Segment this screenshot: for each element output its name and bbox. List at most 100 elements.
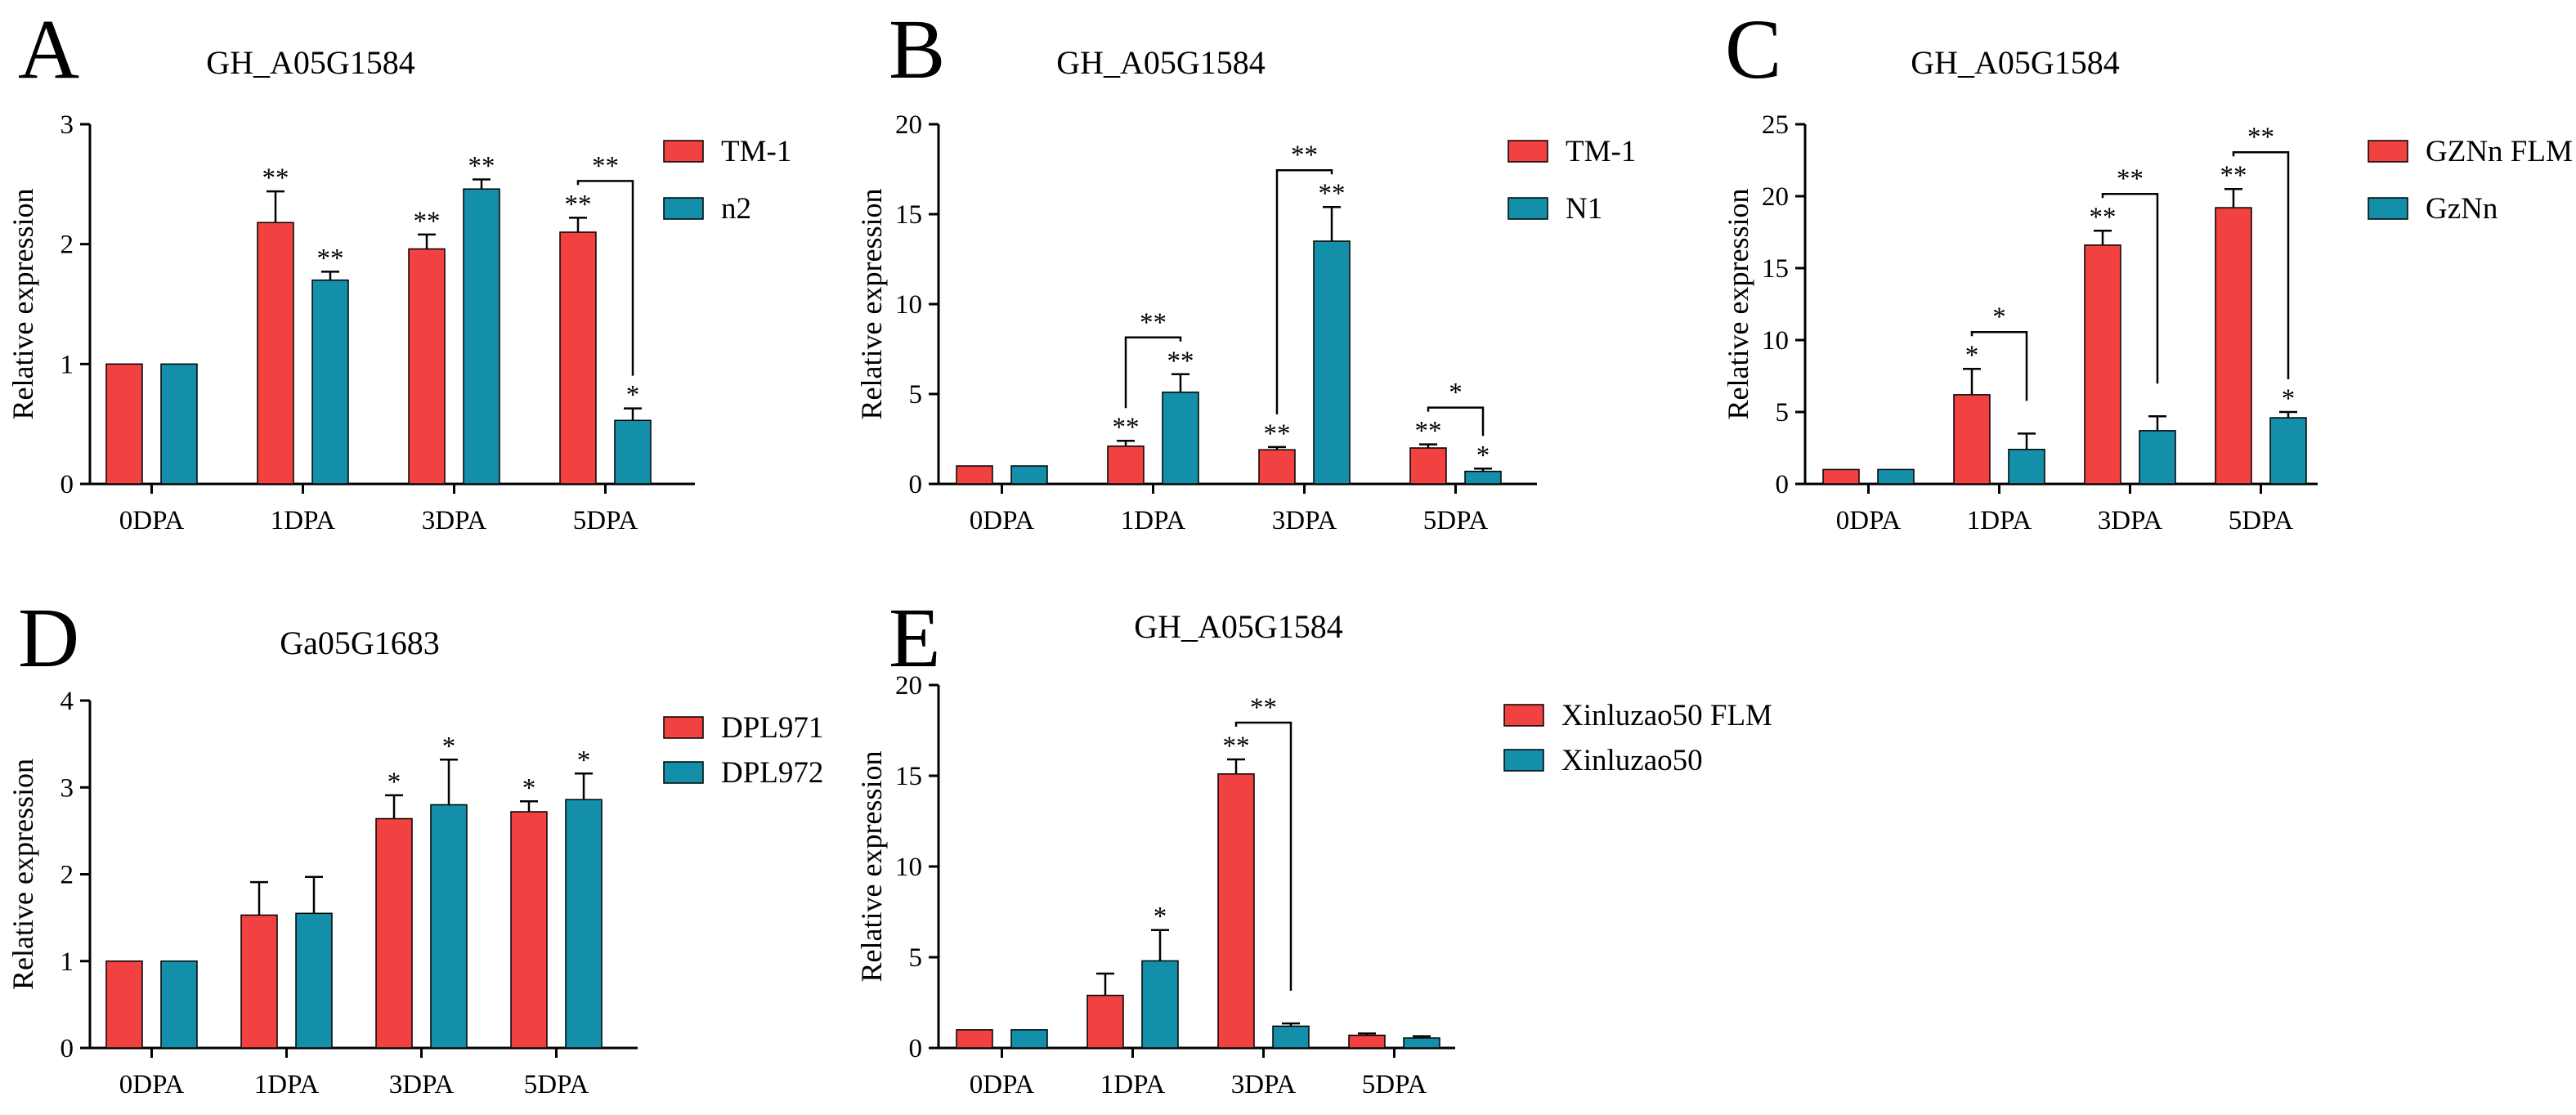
x-tick-label-e-3: 5DPA <box>1362 1070 1427 1099</box>
bar-c-s0-c1 <box>1953 394 1991 485</box>
significance-d-s1-c2: * <box>442 732 456 761</box>
y-tick-label-d-4: 4 <box>60 687 74 716</box>
bar-c-s1-c0 <box>1877 468 1915 485</box>
legend-label-e-1: Xinluzao50 <box>1561 744 1703 777</box>
comparison-bracket-e-0 <box>1234 721 1292 992</box>
significance-b-s0-c1: ** <box>1113 413 1140 442</box>
y-tick-label-d-1: 1 <box>60 947 74 977</box>
legend-swatch-d-0 <box>663 716 704 739</box>
significance-d-s0-c2: * <box>388 768 401 797</box>
x-tick-label-c-3: 5DPA <box>2229 506 2294 535</box>
y-tick-label-d-2: 2 <box>60 861 74 890</box>
bar-d-s0-c1 <box>240 914 278 1049</box>
bar-c-s0-c0 <box>1822 468 1860 485</box>
bar-c-s1-c1 <box>2008 449 2045 485</box>
bracket-label-e-0: ** <box>1250 693 1277 723</box>
x-tick-label-b-2: 3DPA <box>1272 506 1337 535</box>
chart-title-c: GH_A05G1584 <box>1911 44 2120 81</box>
legend-swatch-c-0 <box>2368 140 2408 163</box>
comparison-bracket-b-2 <box>1427 406 1485 437</box>
panel-letter-c: C <box>1725 2 1781 96</box>
significance-a-s0-c3: ** <box>565 190 592 219</box>
bar-a-s0-c3 <box>559 231 597 485</box>
bar-d-s1-c1 <box>295 912 333 1049</box>
legend-swatch-c-1 <box>2368 197 2408 220</box>
significance-c-s0-c1: * <box>1965 341 1979 370</box>
legend-label-a-1: n2 <box>721 192 751 226</box>
legend-swatch-b-1 <box>1508 197 1548 220</box>
legend-label-e-0: Xinluzao50 FLM <box>1561 699 1772 732</box>
x-tick-label-b-0: 0DPA <box>970 506 1035 535</box>
bar-a-s1-c0 <box>160 363 198 485</box>
y-tick-label-c-2: 10 <box>1762 326 1789 356</box>
y-tick-label-e-4: 20 <box>895 671 922 701</box>
y-axis-label-b: Relative expression <box>855 189 888 420</box>
y-axis-label-e: Relative expression <box>855 751 888 983</box>
bar-b-s0-c0 <box>956 465 993 485</box>
y-tick-label-e-2: 10 <box>895 853 922 882</box>
x-tick-label-c-2: 3DPA <box>2098 506 2163 535</box>
significance-a-s1-c3: * <box>626 381 640 410</box>
significance-b-s1-c1: ** <box>1167 347 1194 376</box>
y-tick-label-b-1: 5 <box>909 380 923 410</box>
significance-e-s1-c1: * <box>1154 902 1167 932</box>
y-tick-label-a-0: 0 <box>60 470 74 499</box>
y-tick-label-c-3: 15 <box>1762 254 1789 284</box>
y-axis-label-d: Relative expression <box>7 759 39 990</box>
y-tick-label-e-1: 5 <box>909 943 923 973</box>
y-axis-label-c: Relative expression <box>1722 189 1754 420</box>
chart-title-e: GH_A05G1584 <box>1134 608 1343 645</box>
comparison-bracket-b-0 <box>1124 336 1182 409</box>
y-tick-label-e-0: 0 <box>909 1034 923 1064</box>
bar-e-s0-c1 <box>1086 994 1124 1049</box>
bar-a-s1-c3 <box>614 419 652 485</box>
y-tick-label-c-1: 5 <box>1776 398 1790 428</box>
significance-d-s1-c3: * <box>577 746 591 775</box>
bar-a-s0-c0 <box>105 363 143 485</box>
bar-d-s0-c2 <box>375 817 413 1049</box>
x-tick-label-e-0: 0DPA <box>970 1070 1035 1099</box>
significance-c-s1-c3: * <box>2282 384 2296 414</box>
x-tick-label-e-1: 1DPA <box>1100 1070 1166 1099</box>
significance-a-s1-c1: ** <box>317 244 344 273</box>
legend-swatch-b-0 <box>1508 140 1548 163</box>
significance-d-s0-c3: * <box>522 773 536 803</box>
significance-a-s0-c2: ** <box>414 207 441 236</box>
y-tick-label-b-2: 10 <box>895 290 922 320</box>
y-axis-label-a: Relative expression <box>7 189 39 420</box>
bracket-label-c-0: * <box>1992 302 2006 332</box>
comparison-bracket-c-1 <box>2101 192 2159 384</box>
significance-a-s0-c1: ** <box>262 163 289 193</box>
significance-b-s1-c2: ** <box>1319 179 1346 208</box>
y-tick-label-c-0: 0 <box>1776 470 1790 499</box>
bar-b-s0-c2 <box>1258 449 1296 485</box>
bracket-label-a-0: ** <box>592 151 619 181</box>
bar-e-s1-c0 <box>1010 1029 1048 1049</box>
bar-b-s0-c3 <box>1409 447 1447 485</box>
bar-b-s1-c1 <box>1162 392 1199 485</box>
x-tick-label-d-0: 0DPA <box>119 1070 185 1099</box>
x-tick-label-b-1: 1DPA <box>1121 506 1186 535</box>
significance-b-s1-c3: * <box>1476 441 1490 470</box>
legend-swatch-d-1 <box>663 761 704 784</box>
bar-a-s1-c2 <box>463 188 500 485</box>
bar-b-s1-c3 <box>1464 470 1502 485</box>
bar-c-s1-c3 <box>2269 417 2307 485</box>
bar-a-s0-c1 <box>257 222 294 485</box>
bar-d-s1-c3 <box>565 799 603 1049</box>
bracket-label-c-2: ** <box>2247 123 2274 152</box>
bar-e-s0-c3 <box>1348 1034 1386 1049</box>
bar-e-s1-c1 <box>1141 960 1179 1049</box>
comparison-bracket-b-1 <box>1275 168 1333 414</box>
y-tick-label-a-3: 3 <box>60 110 74 140</box>
y-tick-label-e-3: 15 <box>895 762 922 791</box>
x-tick-label-c-1: 1DPA <box>1967 506 2032 535</box>
bar-b-s1-c0 <box>1010 465 1048 485</box>
legend-swatch-e-0 <box>1503 704 1544 727</box>
bar-e-s1-c2 <box>1272 1025 1310 1049</box>
legend-label-d-0: DPL971 <box>721 711 823 745</box>
bracket-label-c-1: ** <box>2117 164 2144 194</box>
bar-b-s1-c2 <box>1313 240 1351 485</box>
y-tick-label-a-1: 1 <box>60 350 74 379</box>
